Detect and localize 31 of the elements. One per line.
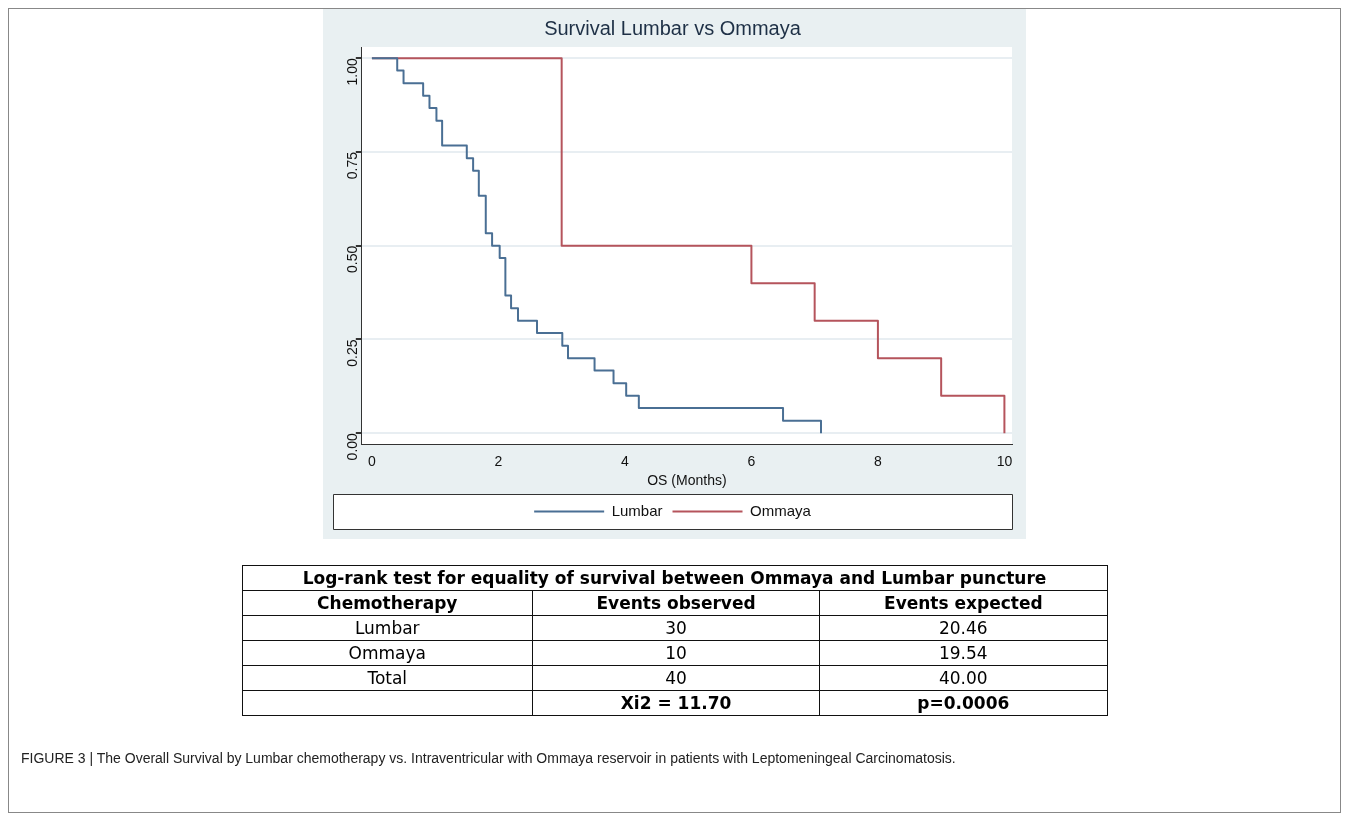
text: Events observed bbox=[532, 590, 820, 616]
y-tick-label: 0.00 bbox=[343, 432, 360, 461]
y-tick-label: 0.25 bbox=[343, 339, 360, 367]
legend-label: Lumbar bbox=[611, 501, 663, 519]
text: Ommaya bbox=[242, 640, 533, 666]
text: Xi2 = 11.70 bbox=[532, 690, 820, 716]
text: Events expected bbox=[819, 590, 1107, 616]
legend-label: Ommaya bbox=[750, 501, 812, 519]
x-tick-label: 6 bbox=[747, 452, 756, 469]
text: Total bbox=[242, 665, 533, 691]
caption: FIGURE 3 | The Overall Survival by Lumbar chemotherapy vs. Intraventricular with Ommaya reservoir in patients with Leptomeningeal Carcinomatosis. bbox=[21, 750, 957, 766]
text: 10 bbox=[532, 640, 820, 666]
x-tick-label: 2 bbox=[494, 452, 503, 469]
text: 40.00 bbox=[819, 665, 1107, 691]
text: Lumbar bbox=[242, 615, 533, 641]
x-axis-title: OS (Months) bbox=[647, 472, 727, 489]
text: 19.54 bbox=[819, 640, 1107, 666]
text: 30 bbox=[532, 615, 820, 641]
text: Log-rank test for equality of survival between Ommaya and Lumbar puncture bbox=[242, 565, 1107, 591]
text: p=0.0006 bbox=[819, 690, 1107, 716]
chart-title: Survival Lumbar vs Ommaya bbox=[544, 16, 802, 39]
y-tick-label: 0.50 bbox=[343, 245, 360, 273]
y-tick-label: 0.75 bbox=[343, 151, 360, 180]
text: 20.46 bbox=[819, 615, 1107, 641]
text: 40 bbox=[532, 665, 820, 691]
x-tick-label: 0 bbox=[368, 452, 377, 469]
x-tick-label: 8 bbox=[874, 452, 883, 469]
y-tick-label: 1.00 bbox=[343, 58, 360, 86]
x-tick-label: 4 bbox=[621, 452, 630, 469]
x-tick-label: 10 bbox=[996, 452, 1013, 469]
text: Chemotherapy bbox=[242, 590, 533, 616]
